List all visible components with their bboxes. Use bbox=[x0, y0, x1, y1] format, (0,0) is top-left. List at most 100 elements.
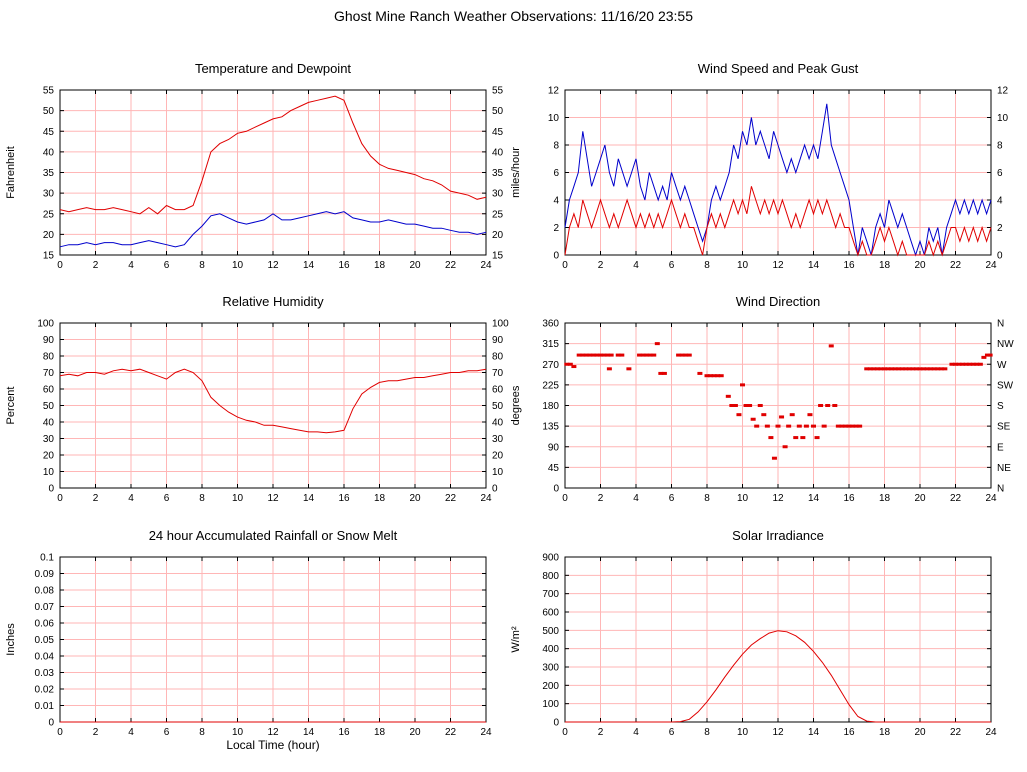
svg-text:225: 225 bbox=[542, 380, 559, 391]
svg-text:135: 135 bbox=[542, 422, 559, 433]
chart-wind-direction: 0 2 4 6 8 10 12 14 16 18 20 22 24 0 N 45 NE 90 E 135 SE 180 S 2… bbox=[505, 288, 1018, 518]
svg-text:6: 6 bbox=[164, 727, 170, 738]
svg-text:4: 4 bbox=[633, 493, 639, 504]
svg-text:degrees: degrees bbox=[510, 385, 522, 425]
svg-text:24: 24 bbox=[480, 260, 492, 271]
svg-text:N: N bbox=[997, 319, 1004, 330]
svg-text:0: 0 bbox=[562, 260, 568, 271]
svg-text:SE: SE bbox=[997, 422, 1011, 433]
svg-text:14: 14 bbox=[808, 493, 820, 504]
svg-text:24 hour Accumulated Rainfall o: 24 hour Accumulated Rainfall or Snow Mel… bbox=[149, 528, 398, 543]
svg-text:14: 14 bbox=[808, 260, 820, 271]
svg-text:20: 20 bbox=[492, 230, 504, 241]
svg-text:90: 90 bbox=[492, 335, 504, 346]
svg-text:40: 40 bbox=[43, 418, 55, 429]
svg-text:50: 50 bbox=[492, 106, 504, 117]
svg-text:0: 0 bbox=[562, 727, 568, 738]
solar-irradiance-plot: 0 2 4 6 8 10 12 14 16 18 20 22 240100200300400500600… bbox=[510, 528, 997, 738]
svg-text:100: 100 bbox=[37, 319, 54, 330]
svg-text:15: 15 bbox=[492, 251, 504, 262]
svg-text:22: 22 bbox=[445, 493, 457, 504]
svg-text:12: 12 bbox=[267, 260, 279, 271]
svg-text:40: 40 bbox=[43, 147, 55, 158]
svg-text:22: 22 bbox=[950, 260, 962, 271]
svg-text:20: 20 bbox=[409, 493, 421, 504]
svg-text:0.03: 0.03 bbox=[35, 668, 55, 679]
svg-text:16: 16 bbox=[843, 260, 855, 271]
svg-text:miles/hour: miles/hour bbox=[510, 147, 522, 198]
svg-text:8: 8 bbox=[704, 727, 710, 738]
svg-text:10: 10 bbox=[232, 260, 244, 271]
svg-text:6: 6 bbox=[669, 260, 675, 271]
svg-text:20: 20 bbox=[914, 260, 926, 271]
svg-text:90: 90 bbox=[548, 442, 560, 453]
svg-text:14: 14 bbox=[808, 727, 820, 738]
svg-text:Wind Speed and Peak Gust: Wind Speed and Peak Gust bbox=[698, 61, 859, 76]
svg-text:2: 2 bbox=[598, 727, 604, 738]
svg-text:16: 16 bbox=[338, 727, 350, 738]
svg-text:70: 70 bbox=[43, 368, 55, 379]
svg-text:35: 35 bbox=[492, 168, 504, 179]
svg-text:16: 16 bbox=[338, 260, 350, 271]
svg-text:W: W bbox=[997, 360, 1007, 371]
svg-text:4: 4 bbox=[128, 727, 134, 738]
svg-text:N: N bbox=[997, 484, 1004, 495]
svg-text:12: 12 bbox=[997, 86, 1009, 97]
svg-text:180: 180 bbox=[542, 401, 559, 412]
svg-text:18: 18 bbox=[374, 727, 386, 738]
svg-text:10: 10 bbox=[737, 727, 749, 738]
svg-text:22: 22 bbox=[950, 727, 962, 738]
svg-text:14: 14 bbox=[303, 260, 315, 271]
svg-text:0: 0 bbox=[48, 718, 54, 729]
svg-text:0.07: 0.07 bbox=[35, 602, 55, 613]
svg-text:0: 0 bbox=[57, 493, 63, 504]
svg-text:0: 0 bbox=[553, 251, 559, 262]
svg-text:8: 8 bbox=[199, 493, 205, 504]
svg-text:4: 4 bbox=[128, 260, 134, 271]
svg-text:55: 55 bbox=[43, 86, 55, 97]
chart-relative-humidity: 0 2 4 6 8 10 12 14 16 18 20 22 24 0 0 10 10 20 20 30 30 40 40 5… bbox=[0, 288, 513, 518]
page-title: Ghost Mine Ranch Weather Observations: 1… bbox=[333, 8, 694, 24]
svg-text:2: 2 bbox=[553, 223, 559, 234]
svg-text:0: 0 bbox=[57, 260, 63, 271]
svg-text:8: 8 bbox=[997, 141, 1003, 152]
svg-text:300: 300 bbox=[542, 663, 559, 674]
svg-text:6: 6 bbox=[669, 727, 675, 738]
svg-text:0.01: 0.01 bbox=[35, 701, 55, 712]
svg-text:20: 20 bbox=[492, 451, 504, 462]
chart-solar-irradiance: 0 2 4 6 8 10 12 14 16 18 20 22 24 0 100 200 300 400 500 600… bbox=[505, 522, 1018, 752]
svg-text:NE: NE bbox=[997, 463, 1011, 474]
svg-text:16: 16 bbox=[843, 727, 855, 738]
svg-text:10: 10 bbox=[232, 493, 244, 504]
svg-text:6: 6 bbox=[997, 168, 1003, 179]
svg-text:Wind Direction: Wind Direction bbox=[736, 294, 821, 309]
svg-text:30: 30 bbox=[43, 434, 55, 445]
svg-text:Fahrenheit: Fahrenheit bbox=[5, 146, 17, 199]
svg-text:45: 45 bbox=[492, 127, 504, 138]
svg-text:25: 25 bbox=[492, 209, 504, 220]
svg-text:8: 8 bbox=[704, 260, 710, 271]
svg-text:4: 4 bbox=[128, 493, 134, 504]
svg-text:20: 20 bbox=[409, 727, 421, 738]
svg-text:10: 10 bbox=[737, 260, 749, 271]
svg-text:0: 0 bbox=[553, 718, 559, 729]
svg-text:60: 60 bbox=[492, 385, 504, 396]
svg-text:30: 30 bbox=[43, 189, 55, 200]
svg-text:16: 16 bbox=[338, 493, 350, 504]
rainfall-plot: 0 2 4 6 8 10 12 14 16 18 20 22 2400.010.020.030.040.… bbox=[5, 528, 492, 738]
svg-text:55: 55 bbox=[492, 86, 504, 97]
svg-text:0: 0 bbox=[57, 727, 63, 738]
svg-text:0.05: 0.05 bbox=[35, 635, 55, 646]
svg-text:270: 270 bbox=[542, 360, 559, 371]
svg-text:2: 2 bbox=[598, 493, 604, 504]
svg-text:6: 6 bbox=[164, 260, 170, 271]
svg-text:6: 6 bbox=[164, 493, 170, 504]
svg-text:10: 10 bbox=[232, 727, 244, 738]
svg-text:24: 24 bbox=[985, 493, 997, 504]
svg-text:24: 24 bbox=[985, 727, 997, 738]
svg-text:0.1: 0.1 bbox=[40, 553, 54, 564]
svg-text:0: 0 bbox=[997, 251, 1003, 262]
svg-text:0: 0 bbox=[48, 484, 54, 495]
svg-text:6: 6 bbox=[669, 493, 675, 504]
svg-text:14: 14 bbox=[303, 727, 315, 738]
